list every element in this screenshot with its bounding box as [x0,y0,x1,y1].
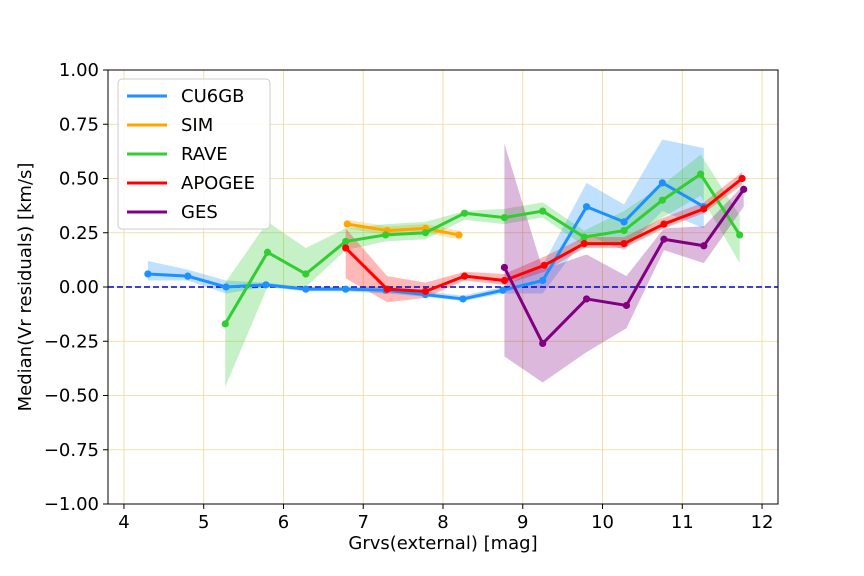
data-point-apogee [738,174,746,183]
axis-ticks: 4 5 6 7 8 9 10 11 12 −1.00 −0.75 −0.50 −0.25 0.00 0.25… [44,60,774,533]
data-point-apogee [540,261,548,269]
legend-label-ges: GES [181,202,218,223]
data-point-apogee [620,240,628,248]
y-tick-label: 0.00 [59,277,99,298]
data-point-cu6gb [459,295,467,303]
x-tick-label: 11 [671,512,694,533]
x-tick-label: 8 [437,512,448,533]
data-point-sim [455,231,463,239]
x-tick-label: 4 [118,512,129,533]
data-point-cu6gb [222,283,230,291]
x-tick-label: 10 [591,512,614,533]
data-point-rave [381,231,390,239]
data-point-sim [343,220,351,228]
data-point-rave [263,248,272,256]
data-point-rave [460,209,469,217]
data-point-cu6gb [539,276,547,285]
band-rave [225,154,740,387]
data-point-rave [658,196,666,204]
data-point-apogee [500,276,509,285]
x-tick-label: 12 [751,512,774,533]
x-tick-label: 7 [358,512,369,533]
data-point-apogee [342,244,350,252]
y-tick-label: 0.50 [59,169,99,190]
data-point-cu6gb [144,270,152,278]
y-tick-label: 0.75 [59,114,99,135]
band-cu6gb [147,139,704,302]
legend-label-apogee: APOGEE [181,173,255,194]
data-point-rave [221,320,229,328]
legend-label-rave: RAVE [181,144,228,165]
data-point-apogee [383,285,391,293]
data-point-cu6gb [499,286,507,294]
data-point-rave [736,231,744,239]
legend: CU6GB SIM RAVE APOGEE GES [117,78,271,230]
y-axis-label: Median(Vr residuals) [km/s] [15,163,36,412]
data-point-rave [539,207,547,215]
data-point-rave [421,229,430,237]
x-tick-label: 9 [517,512,528,533]
data-point-rave [500,213,509,222]
y-tick-label: 0.25 [59,223,99,244]
data-point-ges [660,235,668,243]
series-lines [144,170,748,348]
data-point-ges [740,185,748,193]
data-point-cu6gb [658,179,666,187]
data-point-apogee [460,272,469,280]
data-point-apogee [580,240,588,248]
data-point-ges [622,301,631,310]
data-point-apogee [700,205,708,213]
data-point-cu6gb [302,285,310,293]
x-axis-label: Grvs(external) [mag] [348,533,537,554]
data-point-ges [700,242,708,250]
legend-label-cu6gb: CU6GB [181,86,245,107]
x-tick-label: 5 [198,512,209,533]
data-point-cu6gb [582,203,591,211]
legend-box [117,78,271,230]
data-point-cu6gb [184,272,192,280]
legend-label-sim: SIM [181,115,213,136]
series-line-sim [347,222,460,237]
data-point-cu6gb [342,285,350,293]
data-point-ges [539,339,547,348]
x-tick-label: 6 [278,512,289,533]
y-tick-label: 1.00 [59,60,99,81]
data-point-apogee [421,287,430,295]
data-point-rave [620,226,628,235]
data-point-cu6gb [620,218,628,226]
data-point-rave [342,237,350,246]
data-point-rave [302,270,310,278]
data-point-apogee [660,220,668,228]
data-point-ges [500,263,509,272]
y-tick-label: −0.50 [44,386,99,407]
data-point-ges [582,295,591,303]
series-line-rave [223,172,741,325]
y-tick-label: −0.25 [44,331,99,352]
data-point-cu6gb [262,281,270,289]
y-tick-label: −1.00 [44,494,99,515]
data-point-rave [580,233,588,241]
y-tick-label: −0.75 [44,440,99,461]
data-point-rave [697,170,705,178]
